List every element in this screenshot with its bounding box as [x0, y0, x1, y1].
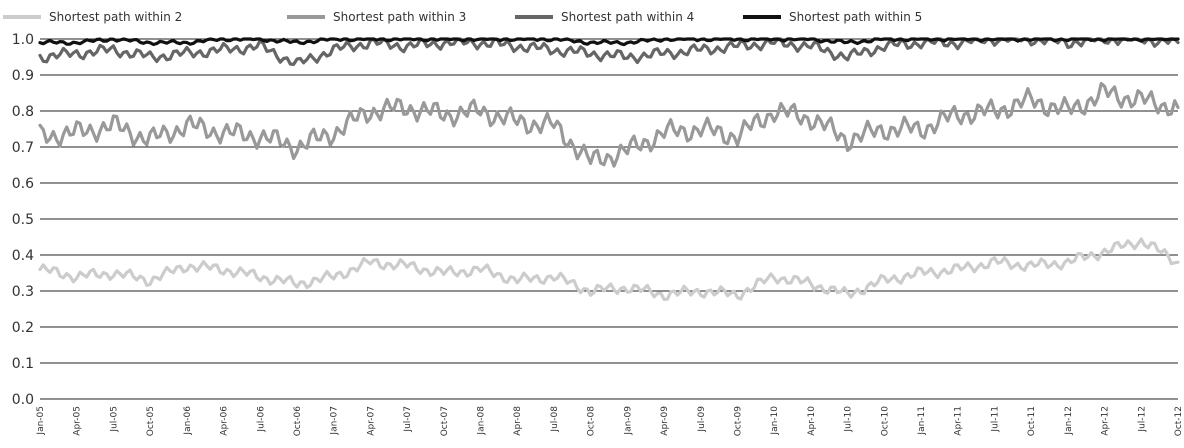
x-tick-label: Oct-09	[733, 406, 743, 437]
y-tick-label: 1.0	[12, 32, 34, 48]
x-tick-label: Apr-11	[954, 406, 964, 436]
x-tick-label: Jan-11	[917, 406, 927, 436]
x-tick-label: Jul-06	[256, 406, 266, 433]
y-tick-label: 0.0	[12, 392, 34, 408]
x-tick-label: Jul-08	[550, 406, 560, 433]
x-tick-label: Oct-07	[440, 406, 450, 436]
legend-label: Shortest path within 5	[789, 10, 922, 24]
x-tick-label: Jul-05	[109, 406, 119, 433]
x-tick-label: Oct-05	[146, 406, 156, 436]
x-tick-label: Jan-06	[183, 406, 193, 436]
x-tick-label: Apr-06	[220, 406, 230, 436]
x-tick-label: Jul-12	[1137, 406, 1147, 433]
x-tick-label: Oct-10	[880, 406, 890, 437]
x-tick-label: Oct-08	[587, 406, 597, 437]
x-tick-label: Jul-09	[697, 406, 707, 433]
x-tick-label: Jan-10	[770, 406, 780, 436]
x-tick-label: Apr-07	[366, 406, 376, 436]
x-tick-label: Jan-07	[330, 406, 340, 436]
x-tick-label: Jul-07	[403, 406, 413, 433]
x-tick-label: Oct-06	[293, 406, 303, 437]
x-axis-ticks: Jan-05 Apr-05 Jul-05 Oct-05 Jan-06 Apr-06 Jul-…	[36, 406, 1184, 437]
x-tick-label: Apr-09	[660, 406, 670, 436]
y-tick-label: 0.1	[12, 356, 34, 372]
legend-label: Shortest path within 4	[561, 10, 694, 24]
x-tick-label: Apr-08	[513, 406, 523, 436]
gridlines	[40, 38, 1178, 400]
series-line-2	[38, 237, 1180, 301]
x-tick-label: Jul-11	[990, 406, 1000, 433]
y-tick-label: 0.3	[12, 284, 34, 300]
legend-label: Shortest path within 3	[333, 10, 466, 24]
x-tick-label: Oct-11	[1027, 406, 1037, 436]
x-tick-label: Jan-12	[1064, 406, 1074, 436]
x-tick-label: Jan-05	[36, 406, 46, 436]
x-tick-label: Jul-10	[844, 406, 854, 433]
legend-label: Shortest path within 2	[49, 10, 182, 24]
y-tick-label: 0.4	[12, 248, 34, 264]
series-lines	[38, 37, 1180, 301]
series-line-5	[38, 37, 1180, 47]
x-tick-label: Apr-10	[807, 406, 817, 436]
y-axis-ticks: 0.0 0.1 0.2 0.3 0.4 0.5 0.6 0.7 0.8 0.9 1.0	[12, 32, 34, 408]
legend: Shortest path within 2 Shortest path with…	[3, 10, 922, 24]
y-tick-label: 0.7	[12, 140, 34, 156]
x-tick-label: Apr-12	[1101, 406, 1111, 436]
y-tick-label: 0.5	[12, 212, 34, 228]
x-tick-label: Jan-09	[623, 406, 633, 436]
y-tick-label: 0.9	[12, 68, 34, 84]
y-tick-label: 0.8	[12, 104, 34, 120]
x-tick-label: Apr-05	[73, 406, 83, 436]
y-tick-label: 0.2	[12, 320, 34, 336]
x-tick-label: Oct-12	[1174, 406, 1184, 436]
series-line-3	[38, 81, 1180, 168]
y-tick-label: 0.6	[12, 176, 34, 192]
x-tick-label: Jan-08	[477, 406, 487, 436]
